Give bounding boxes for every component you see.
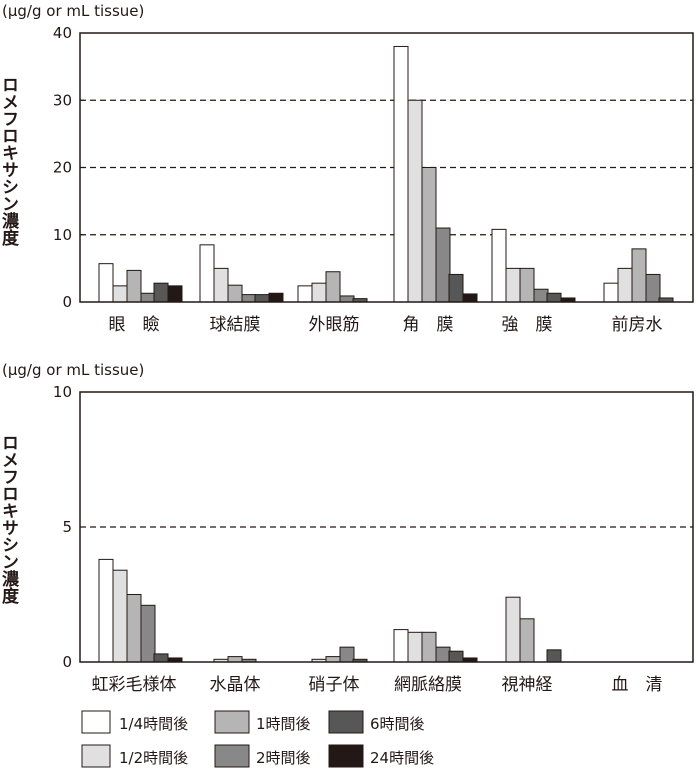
legend-swatch-24h [328,744,364,768]
chart1-bar-3-0 [393,45,409,303]
chart2-category-label-4: 視神経 [502,675,553,695]
chart2-bar-0-4 [153,653,169,663]
chart2-ytick-label-5: 5 [62,518,72,536]
chart2-ytick-label-0: 0 [62,653,72,671]
legend-label-1-4h: 1/4時間後 [119,715,188,733]
chart1-bar-2-3 [339,295,355,303]
chart1-bar-4-0 [491,228,507,303]
chart1-bar-4-3 [533,288,549,303]
legend-swatch-1-2h [81,744,111,768]
chart1-unit-label: (µg/g or mL tissue) [2,2,144,20]
chart2-category-label-2: 硝子体 [309,675,360,695]
chart1-category-label-0: 眼 瞼 [109,314,160,335]
chart1-plot-frame [79,32,694,303]
chart1-bar-4-2 [519,267,535,303]
legend-swatch-6h [328,710,364,734]
chart2-bar-3-4 [448,650,464,663]
chart1-bar-5-1 [617,267,633,303]
chart2-bar-0-3 [140,604,156,663]
chart1: 0 10 20 30 40 眼 瞼 球結膜 外眼筋 角 膜 強 膜 前房水 [53,24,694,335]
chart1-bar-5-2 [631,248,647,303]
chart1-bar-4-1 [505,267,521,303]
legend: 1/4時間後 1/2時間後 1時間後 2時間後 6時間後 24時間後 [81,710,434,768]
chart1-bar-0-4 [153,282,169,303]
chart1-bar-0-2 [126,269,142,303]
legend-swatch-2h [214,744,250,768]
chart2-category-label-1: 水晶体 [210,675,261,695]
chart2-ytick-label-10: 10 [53,383,72,401]
chart1-ytick-label-40: 40 [53,24,72,42]
legend-label-24h: 24時間後 [370,749,434,767]
chart1-category-label-3: 角 膜 [403,315,454,335]
chart1-category-label-4: 強 膜 [502,315,553,335]
chart1-bar-2-1 [311,282,327,303]
chart1-bar-0-1 [112,285,128,303]
chart2-bar-1-2 [227,656,243,663]
chart1-bar-1-0 [199,244,215,303]
chart2-plot-frame [79,391,694,663]
chart2-bar-3-1 [407,631,423,663]
chart1-ytick-label-20: 20 [53,159,72,177]
chart2-bar-4-2 [519,618,535,663]
chart1-bar-3-5 [462,293,478,303]
legend-label-6h: 6時間後 [370,715,425,733]
chart2-category-label-3: 網脈絡膜 [394,675,462,695]
chart2-bar-3-2 [421,631,437,663]
legend-label-1h: 1時間後 [256,715,311,733]
chart2-bar-2-2 [325,656,341,663]
chart1-bar-3-2 [421,167,437,303]
chart1-bar-2-2 [325,271,341,303]
chart1-category-label-5: 前房水 [612,315,663,335]
chart2-y-axis-title: ロメフロキサシン濃度 [0,434,19,605]
chart2-bar-4-1 [505,596,521,663]
legend-label-2h: 2時間後 [256,749,311,767]
chart1-bar-5-0 [603,282,619,303]
chart1-bar-1-3 [241,294,257,303]
chart2-bar-0-1 [112,569,128,663]
chart1-bar-3-4 [448,273,464,303]
chart2-bar-0-2 [126,594,142,663]
legend-swatch-1h [214,710,250,734]
chart2-bar-0-0 [98,558,114,663]
chart2-category-label-0: 虹彩毛様体 [92,675,177,695]
chart1-bar-2-0 [297,285,313,303]
legend-swatch-1-4h [81,710,111,734]
chart1-bar-0-0 [98,263,114,303]
chart1-y-axis-title: ロメフロキサシン濃度 [0,76,19,247]
chart2-bar-4-4 [546,649,562,663]
chart1-bar-1-4 [254,294,270,303]
chart1-bar-3-1 [407,99,423,303]
chart1-ytick-label-30: 30 [53,91,72,109]
legend-label-1-2h: 1/2時間後 [119,749,188,767]
chart2-category-label-5: 血 清 [612,675,663,695]
chart2: 0 5 10 虹彩毛様体 水晶体 硝子体 網脈絡膜 視神経 血 清 [53,383,694,695]
chart1-category-label-1: 球結膜 [210,315,261,335]
chart1-ytick-label-0: 0 [62,293,72,311]
chart2-bar-2-3 [339,646,355,663]
chart1-bar-0-3 [140,292,156,303]
chart2-bar-3-0 [393,629,409,663]
chart2-bar-3-3 [435,646,451,663]
chart1-bar-1-1 [213,267,229,303]
chart1-bar-5-3 [645,273,661,303]
chart1-bar-3-3 [435,227,451,303]
chart1-category-label-2: 外眼筋 [309,315,360,335]
chart1-bar-1-2 [227,284,243,303]
chart1-ytick-label-10: 10 [53,226,72,244]
chart1-bar-0-5 [167,285,183,303]
chart1-bar-1-5 [268,292,284,303]
chart1-bar-4-4 [546,292,562,303]
chart2-unit-label: (µg/g or mL tissue) [2,361,144,379]
